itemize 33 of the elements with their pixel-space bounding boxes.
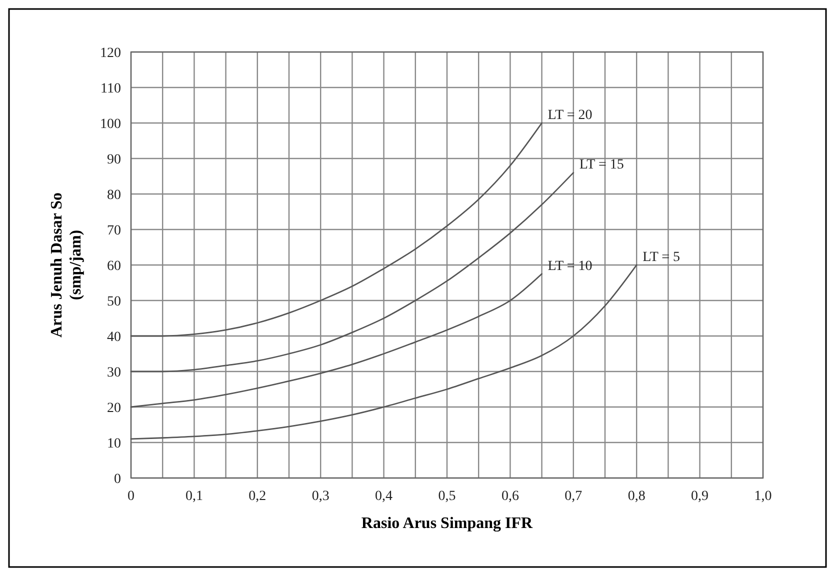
line-series — [130, 273, 542, 408]
y-tick-label: 120 — [100, 46, 121, 61]
y-tick-label: 80 — [107, 188, 121, 203]
annotation: LT = 20 — [548, 108, 592, 123]
x-tick-label: 0,7 — [564, 489, 582, 504]
y-tick-label: 0 — [114, 472, 121, 487]
y-tick-label: 60 — [107, 258, 121, 274]
x-tick-label: 0,1 — [185, 489, 203, 504]
y-axis-title: Arus Jenuh Dasar So (smp/jam) — [48, 192, 85, 338]
y-tick-label: 90 — [107, 152, 121, 168]
x-tick-label: 0,9 — [691, 489, 709, 504]
y-tick-label: 10 — [107, 436, 121, 452]
x-tick-label: 0,3 — [312, 489, 330, 504]
y-tick-label: 100 — [100, 116, 121, 132]
annotation: LT = 15 — [579, 158, 624, 173]
line-series — [130, 172, 574, 372]
x-tick-label: 0,2 — [248, 489, 266, 504]
x-tick-label: 0,6 — [501, 489, 519, 504]
x-tick-label: 0,4 — [375, 489, 393, 504]
x-tick-label: 0,8 — [628, 489, 646, 504]
y-tick-label: 70 — [107, 223, 121, 238]
x-tick-label: 1,0 — [754, 489, 772, 504]
y-tick-label: 30 — [107, 365, 121, 380]
annotation: LT = 10 — [548, 258, 592, 274]
line-series — [130, 122, 542, 337]
x-tick-label: 0,5 — [438, 489, 456, 504]
annotation: LT = 5 — [642, 250, 680, 265]
x-tick-label: 0 — [128, 489, 134, 504]
y-tick-label: 20 — [107, 400, 121, 416]
x-axis-title: Rasio Arus Simpang IFR — [361, 515, 534, 532]
y-tick-label: 110 — [100, 81, 121, 96]
y-tick-label: 40 — [107, 330, 121, 345]
y-tick-label: 50 — [107, 294, 121, 310]
